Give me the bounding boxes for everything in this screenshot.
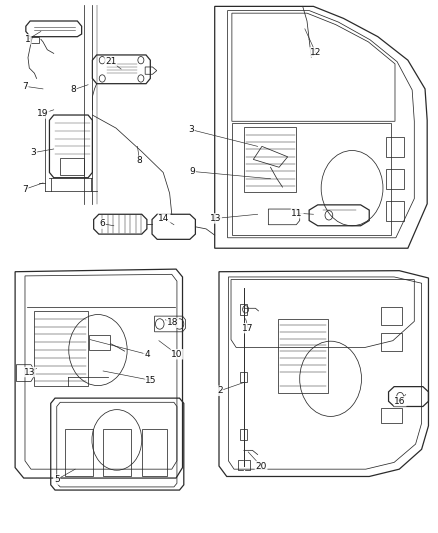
Text: 8: 8 [137, 157, 142, 165]
Text: 18: 18 [167, 318, 178, 327]
Text: 8: 8 [70, 85, 76, 94]
Text: 5: 5 [54, 475, 60, 484]
Text: 2: 2 [217, 386, 223, 395]
Text: 15: 15 [145, 376, 157, 385]
Text: 1: 1 [25, 35, 31, 44]
Text: 3: 3 [31, 148, 36, 157]
Text: 4: 4 [144, 350, 150, 359]
Text: 21: 21 [105, 56, 117, 66]
Text: 14: 14 [159, 214, 170, 223]
Text: 20: 20 [255, 462, 267, 471]
Text: 6: 6 [99, 219, 105, 228]
Text: 13: 13 [24, 368, 35, 376]
Text: 11: 11 [291, 209, 303, 217]
Text: 9: 9 [190, 167, 195, 176]
Text: 12: 12 [310, 48, 321, 57]
Text: 3: 3 [188, 125, 194, 134]
Text: 13: 13 [210, 214, 221, 223]
Text: 16: 16 [394, 397, 406, 406]
Text: 19: 19 [37, 109, 49, 118]
Text: 7: 7 [22, 185, 28, 193]
Text: 10: 10 [171, 350, 183, 359]
Text: 7: 7 [22, 82, 28, 91]
Text: 17: 17 [243, 324, 254, 333]
